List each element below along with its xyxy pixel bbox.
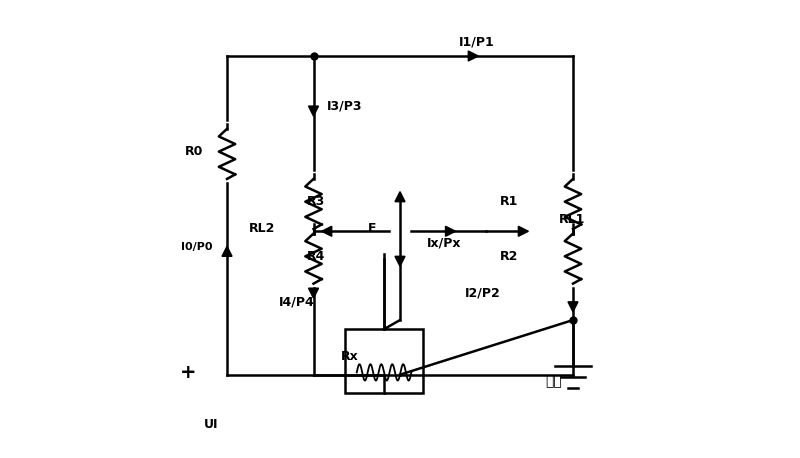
Text: I4/P4: I4/P4 [279, 295, 315, 308]
Polygon shape [446, 226, 455, 236]
Text: UI: UI [204, 418, 218, 431]
Polygon shape [568, 302, 578, 312]
Text: RL2: RL2 [249, 223, 275, 235]
Polygon shape [309, 288, 318, 298]
Text: Ix/Px: Ix/Px [427, 236, 462, 249]
Text: Rx: Rx [341, 350, 359, 363]
Text: 接地: 接地 [546, 375, 562, 388]
Polygon shape [395, 256, 405, 267]
FancyBboxPatch shape [346, 329, 422, 393]
Text: +: + [180, 363, 197, 382]
Polygon shape [395, 191, 405, 202]
Polygon shape [309, 106, 318, 116]
Text: F: F [368, 223, 377, 235]
Text: R1: R1 [500, 195, 518, 208]
Text: I0/P0: I0/P0 [182, 242, 213, 252]
Text: RL1: RL1 [559, 213, 586, 226]
Text: R0: R0 [185, 145, 203, 158]
Polygon shape [322, 226, 332, 236]
Polygon shape [468, 51, 478, 61]
Text: R3: R3 [306, 195, 325, 208]
Text: R4: R4 [306, 250, 325, 263]
Text: I3/P3: I3/P3 [327, 99, 362, 113]
Text: I1/P1: I1/P1 [459, 36, 495, 49]
Polygon shape [518, 226, 528, 236]
Text: I2/P2: I2/P2 [464, 286, 500, 299]
Polygon shape [222, 246, 232, 256]
Text: R2: R2 [500, 250, 518, 263]
